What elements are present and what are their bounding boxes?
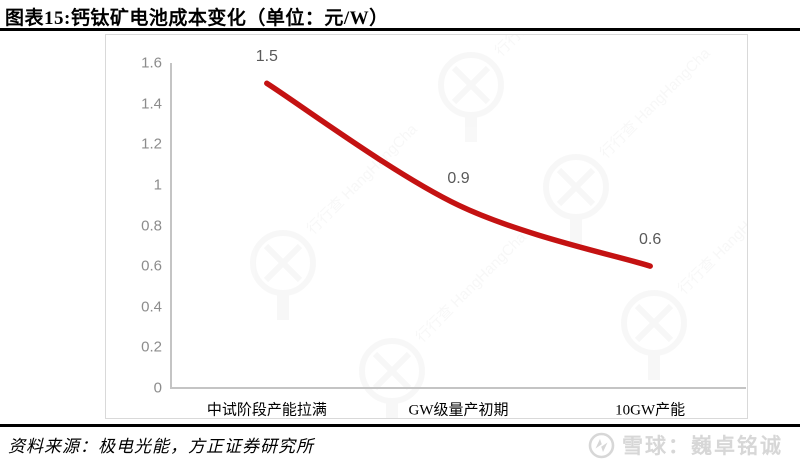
figure-title: 图表15:钙钛矿电池成本变化（单位：元/W） bbox=[5, 8, 389, 29]
watermark-text: 行行查 HangHangCha bbox=[597, 44, 714, 161]
cost-line bbox=[264, 80, 653, 269]
y-tick-label: 1 bbox=[153, 176, 162, 194]
chart-area: 行行查 HangHangCha 行行查 HangHangCha 行行查 Hang… bbox=[105, 34, 748, 419]
y-tick-label: 1.4 bbox=[141, 95, 162, 113]
y-tick-label: 1.2 bbox=[141, 135, 162, 153]
hanghangcha-watermark-stamp: 行行查 HangHangCha bbox=[250, 120, 421, 320]
y-tick-label: 0.4 bbox=[141, 298, 162, 316]
watermark-text: 行行查 HangHangCha bbox=[304, 120, 421, 237]
y-tick-label: 0.8 bbox=[141, 217, 162, 234]
hanghangcha-watermark-stamp: 行行查 HangHangCha bbox=[438, 35, 609, 142]
value-label: 0.6 bbox=[639, 231, 662, 249]
xueqiu-logo-icon bbox=[588, 432, 615, 458]
xueqiu-account: 雪球：巍卓铭诚 bbox=[622, 435, 783, 458]
category-label: GW级量产初期 bbox=[408, 402, 509, 419]
watermark-text: 行行查 HangHangCha bbox=[675, 180, 747, 297]
category-label: 中试阶段产能拉满 bbox=[206, 402, 327, 419]
hanghangcha-watermark-stamp: 行行查 HangHangCha bbox=[359, 228, 530, 418]
category-label: 10GW产能 bbox=[615, 402, 686, 419]
hanghangcha-watermark-stamp: 行行查 HangHangCha bbox=[621, 180, 747, 380]
line-chart-canvas: 行行查 HangHangCha 行行查 HangHangCha 行行查 Hang… bbox=[170, 35, 747, 418]
value-label: 1.5 bbox=[255, 48, 278, 66]
title-divider bbox=[0, 28, 800, 31]
footer-divider bbox=[0, 424, 800, 427]
y-tick-label: 0.6 bbox=[141, 257, 162, 275]
y-tick-label: 0.2 bbox=[141, 338, 162, 356]
watermark-text: 行行查 HangHangCha bbox=[413, 228, 530, 345]
value-label: 0.9 bbox=[447, 170, 470, 188]
y-tick-label: 0 bbox=[153, 379, 162, 397]
source-note: 资料来源：极电光能，方正证券研究所 bbox=[8, 437, 314, 456]
hanghangcha-watermark-stamp: 行行查 HangHangCha bbox=[543, 44, 714, 244]
xueqiu-watermark: 雪球：巍卓铭诚 bbox=[588, 430, 783, 460]
y-tick-label: 1.6 bbox=[141, 54, 162, 72]
watermark-text: 行行查 HangHangCha bbox=[492, 35, 609, 60]
